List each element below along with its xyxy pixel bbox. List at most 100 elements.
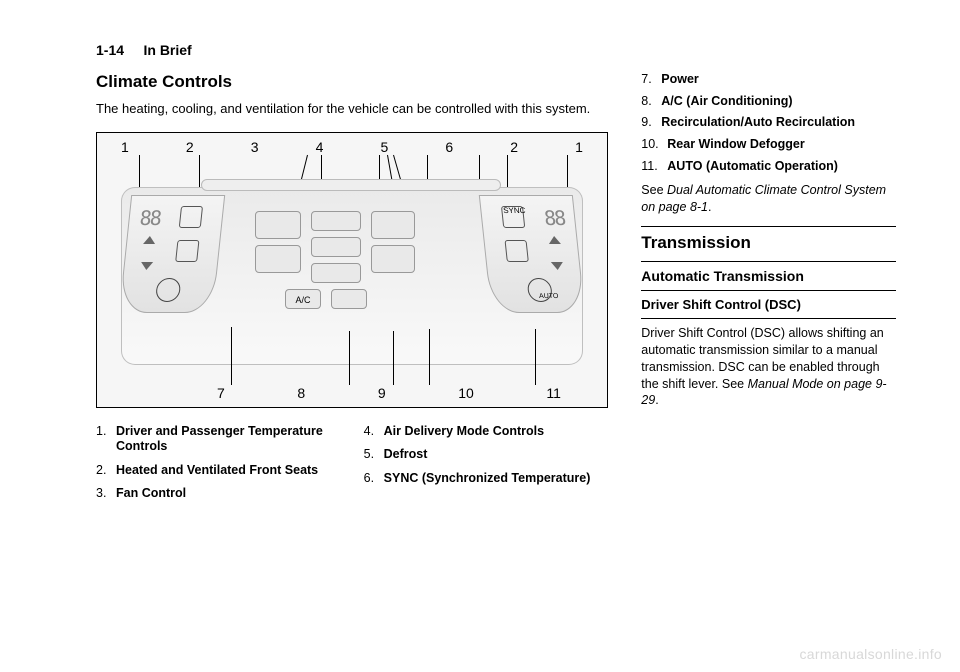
legend-num: 3. (96, 486, 116, 502)
legend-text: Recirculation/Auto Recirculation (661, 115, 855, 131)
climate-controls-title: Climate Controls (96, 72, 613, 92)
legend-item: 9. Recirculation/Auto Recirculation (641, 115, 896, 131)
legend-item: 8. A/C (Air Conditioning) (641, 94, 896, 110)
dsc-heading: Driver Shift Control (DSC) (641, 297, 896, 312)
dsc-body-end: . (655, 393, 658, 407)
legend-num: 8. (641, 94, 661, 110)
leader-line (393, 331, 394, 385)
legend-num: 4. (364, 424, 384, 440)
legend-num: 9. (641, 115, 661, 131)
temp-down-icon (140, 262, 153, 270)
legend-item: 4. Air Delivery Mode Controls (364, 424, 614, 440)
legend-text: Driver and Passenger Temperature Control… (116, 424, 346, 455)
transmission-title: Transmission (641, 233, 896, 253)
see-pre: See (641, 183, 667, 197)
callout-num: 2 (510, 139, 518, 155)
legend-item: 10. Rear Window Defogger (641, 137, 896, 153)
legend-text: Power (661, 72, 699, 88)
temp-up-icon (143, 236, 156, 244)
dsc-body: Driver Shift Control (DSC) allows shifti… (641, 325, 896, 409)
legend-text: Heated and Ventilated Front Seats (116, 463, 318, 479)
passenger-temp-pod: 88 SYNC AUTO (479, 195, 585, 313)
legend-text: A/C (Air Conditioning) (661, 94, 792, 110)
temp-display-icon: 88 (139, 206, 162, 230)
legend-num: 1. (96, 424, 116, 455)
heated-seat-icon (179, 206, 203, 228)
see-ref-italic: Dual Automatic Climate Control System on… (641, 183, 886, 214)
legend-text: AUTO (Automatic Operation) (667, 159, 838, 175)
temp-up-icon (548, 236, 561, 244)
divider (641, 290, 896, 291)
power-icon (155, 278, 182, 302)
leader-line (535, 329, 536, 385)
legend-num: 2. (96, 463, 116, 479)
driver-temp-pod: 88 (119, 195, 225, 313)
legend-text: Rear Window Defogger (667, 137, 804, 153)
leader-line (349, 331, 350, 385)
climate-intro: The heating, cooling, and ventilation fo… (96, 100, 613, 118)
page-header: 1-14 In Brief (96, 42, 896, 58)
legend-right: 7. Power 8. A/C (Air Conditioning) 9. Re… (641, 72, 896, 174)
callout-num: 1 (575, 139, 583, 155)
callout-num: 1 (121, 139, 129, 155)
legend-num: 6. (364, 471, 384, 487)
legend-columns: 1. Driver and Passenger Temperature Cont… (96, 424, 613, 511)
section-name: In Brief (143, 42, 191, 58)
watermark: carmanualsonline.info (800, 646, 943, 662)
recirculation-icon (331, 289, 367, 309)
auto-label: AUTO (539, 293, 559, 300)
page-number: 1-14 (96, 42, 124, 58)
defrost-max-icon (371, 211, 415, 239)
climate-control-figure: 1 2 3 4 5 6 2 1 (96, 132, 608, 408)
legend-text: SYNC (Synchronized Temperature) (384, 471, 591, 487)
ac-button-icon: A/C (285, 289, 321, 309)
legend-num: 5. (364, 447, 384, 463)
leader-line (429, 329, 430, 385)
leader-line (567, 155, 568, 191)
center-button-cluster: A/C (255, 211, 449, 327)
sync-label: SYNC (503, 206, 526, 215)
automatic-transmission-heading: Automatic Transmission (641, 268, 896, 284)
legend-item: 5. Defrost (364, 447, 614, 463)
divider (641, 318, 896, 319)
callout-num: 10 (458, 385, 474, 401)
callout-num: 4 (316, 139, 324, 155)
temp-down-icon (551, 262, 564, 270)
mode-bilevel-icon (311, 237, 361, 257)
ventilated-seat-icon (505, 240, 529, 262)
legend-text: Defrost (384, 447, 428, 463)
callout-num: 9 (378, 385, 386, 401)
callout-num: 7 (217, 385, 225, 401)
mode-face-icon (311, 211, 361, 231)
callout-num: 11 (546, 385, 561, 401)
callout-num: 8 (297, 385, 305, 401)
callouts-bottom: 7 8 9 10 11 (97, 385, 607, 401)
legend-text: Air Delivery Mode Controls (384, 424, 544, 440)
control-panel: 88 88 SYNC A (121, 187, 583, 365)
legend-item: 1. Driver and Passenger Temperature Cont… (96, 424, 346, 455)
temp-display-icon: 88 (543, 206, 566, 230)
leader-line (139, 155, 140, 191)
callout-num: 3 (251, 139, 259, 155)
legend-item: 7. Power (641, 72, 896, 88)
legend-text: Fan Control (116, 486, 186, 502)
legend-num: 10. (641, 137, 667, 153)
legend-item: 6. SYNC (Synchronized Temperature) (364, 471, 614, 487)
leader-line (231, 327, 232, 385)
legend-item: 2. Heated and Ventilated Front Seats (96, 463, 346, 479)
divider (641, 261, 896, 262)
legend-item: 3. Fan Control (96, 486, 346, 502)
divider (641, 226, 896, 227)
vent-slot (201, 179, 501, 191)
callout-num: 5 (381, 139, 389, 155)
see-post: . (708, 200, 711, 214)
see-reference: See Dual Automatic Climate Control Syste… (641, 182, 896, 216)
legend-item: 11. AUTO (Automatic Operation) (641, 159, 896, 175)
fan-up-icon (255, 211, 301, 239)
mode-floor-icon (311, 263, 361, 283)
ventilated-seat-icon (175, 240, 199, 262)
fan-down-icon (255, 245, 301, 273)
callout-num: 2 (186, 139, 194, 155)
legend-num: 11. (641, 159, 667, 175)
legend-num: 7. (641, 72, 661, 88)
